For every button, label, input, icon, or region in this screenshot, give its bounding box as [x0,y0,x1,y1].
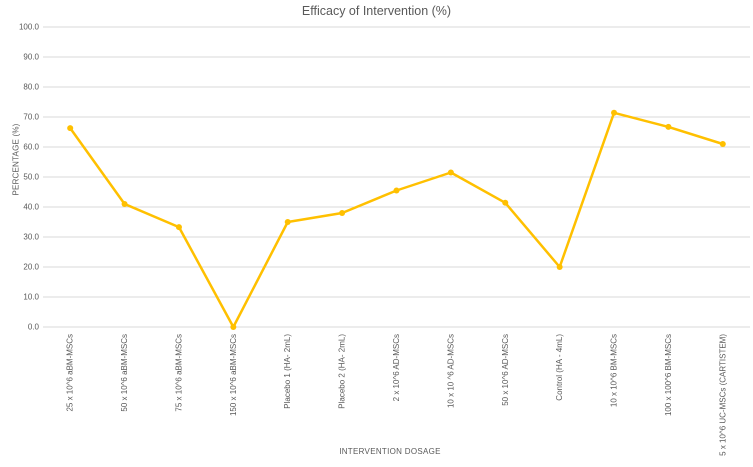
data-point-marker [284,219,291,225]
x-axis-title: INTERVENTION DOSAGE [339,447,441,456]
data-point-marker [556,264,563,270]
y-axis-tick-label: 20.0 [23,263,39,272]
data-point-marker [665,123,672,130]
data-point-marker [67,125,74,132]
x-axis-category-label: 10 x 10 ^6 AD-MSCs [446,334,455,408]
y-axis-tick-label: 0.0 [28,323,40,332]
data-point-marker [393,187,400,194]
x-axis-category-label: Placebo 2 (HA- 2mL) [338,334,347,409]
x-axis-category-label: 100 x 100^6 BM-MSCs [664,334,673,416]
data-point-marker [719,141,726,147]
y-axis-tick-label: 40.0 [23,203,39,212]
y-axis-tick-label: 30.0 [23,233,39,242]
data-point-marker [230,324,237,330]
x-axis-category-label: 50 x 10^6 aBM-MSCs [120,334,129,412]
x-axis-category-label: 75 x 10^6 aBM-MSCs [174,334,183,412]
x-axis-category-label: 150 x 10^6 aBM-MSCs [229,334,238,416]
x-axis-category-label: Placebo 1 (HA- 2mL) [283,334,292,409]
x-axis-category-label: Control (HA - 4mL) [555,334,564,401]
y-axis-title: PERCENTAGE (%) [11,123,21,196]
y-axis-tick-label: 60.0 [23,143,39,152]
y-axis-tick-label: 100.0 [19,23,40,32]
y-axis-tick-label: 80.0 [23,83,39,92]
data-point-marker [611,109,618,116]
x-axis-category-label: 5 x 10^6 UC-MSCs (CARTISTEM) [718,334,727,456]
efficacy-line-series [68,111,725,329]
x-axis-category-label: 25 x 10^6 aBM-MSCs [66,334,75,412]
data-point-marker [121,201,128,207]
x-axis-category-label: 50 x 10^6 AD-MSCs [501,334,510,406]
x-axis-category-label: 10 x 10^6 BM-MSCs [610,334,619,407]
data-point-marker [447,169,454,176]
y-axis-tick-label: 10.0 [23,293,39,302]
data-point-marker [175,224,182,231]
data-point-marker [339,210,346,216]
y-axis-tick-label: 90.0 [23,53,39,62]
y-axis-tick-label: 50.0 [23,173,39,182]
y-axis-tick-label: 70.0 [23,113,39,122]
chart-title: Efficacy of Intervention (%) [301,4,452,18]
x-axis-category-label: 2 x 10^6 AD-MSCs [392,334,401,401]
data-point-marker [502,199,509,206]
